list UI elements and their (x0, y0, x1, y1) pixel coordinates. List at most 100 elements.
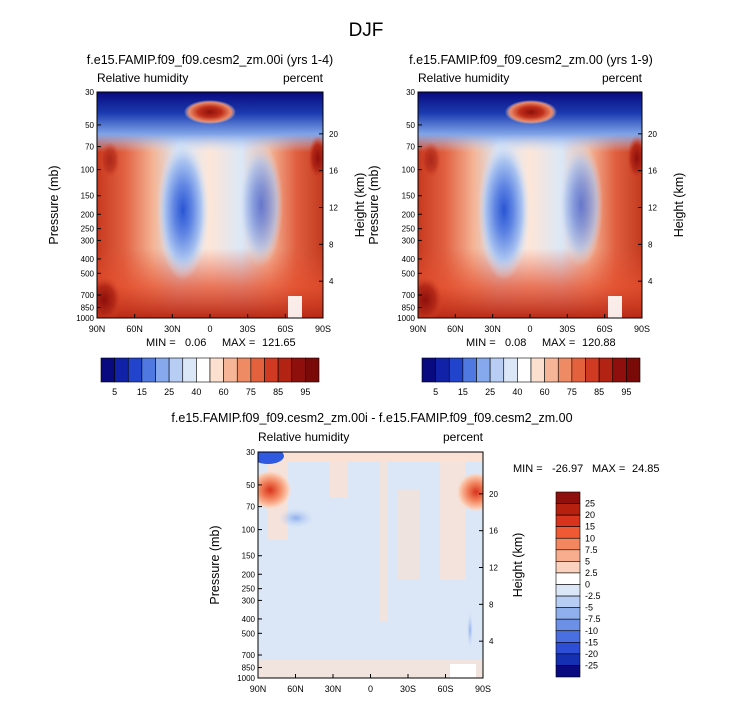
colorbar-box (555, 642, 581, 655)
colorbar-box (612, 357, 627, 383)
y-tick-label: 1000 (76, 314, 94, 323)
y-tick-label: 500 (402, 269, 416, 278)
panel-2-units-label: percent (602, 71, 643, 85)
colorbar-box (555, 491, 581, 504)
panel-1-min-label: MIN = (146, 337, 176, 349)
x-tick-label: 90S (315, 324, 331, 334)
colorbar-label: -25 (585, 660, 598, 670)
colorbar-box (141, 357, 156, 383)
colorbar-box (209, 357, 224, 383)
colorbar-box (530, 357, 545, 383)
colorbar-box (555, 607, 581, 620)
y-tick-label: 50 (406, 121, 415, 130)
colorbar-label: 5 (112, 387, 117, 397)
y-tick-label: 700 (242, 651, 256, 660)
x-tick-label: 60N (287, 684, 304, 694)
y-tick-label: 200 (402, 210, 416, 219)
x-tick-label: 0 (527, 324, 532, 334)
colorbar-label: 25 (485, 387, 495, 397)
colorbar-box (462, 357, 477, 383)
panel-2-plot-area (418, 92, 642, 318)
panel-2-min-value: 0.08 (505, 337, 526, 349)
y-tick-label: 30 (246, 448, 255, 457)
panel-2-axes: 90N 60N 30N 0 30S 60S 90S 30 50 70 100 150 200 250 300… (397, 88, 657, 334)
colorbar-label: 85 (273, 387, 283, 397)
colorbar-label: 95 (300, 387, 310, 397)
colorbar-box (168, 357, 184, 383)
panel-1-left-label: Relative humidity (97, 71, 188, 85)
panel-1-max-value: 121.65 (262, 337, 296, 349)
colorbar-box (264, 357, 279, 383)
x-tick-label: 90S (634, 324, 650, 334)
colorbar-label: 75 (567, 387, 577, 397)
colorbar-box (555, 653, 581, 666)
y-tick-label: 300 (81, 236, 95, 245)
x-tick-label: 30N (164, 324, 181, 334)
colorbar-label: 5 (433, 387, 438, 397)
y-tick-label: 70 (85, 143, 94, 152)
panel-3-y2-axis-label: Height (km) (511, 533, 525, 598)
colorbar-box (196, 357, 211, 383)
colorbar-box (626, 357, 641, 383)
x-tick-label: 60S (597, 324, 613, 334)
x-tick-label: 90N (410, 324, 427, 334)
colorbar-box (448, 357, 464, 383)
panel-1-axes: 90N 60N 30N 0 30S 60S 90S 30 50 70 100 150 200 250 300… (76, 88, 338, 334)
y2-tick-label: 16 (329, 167, 338, 176)
y-tick-label: 150 (402, 192, 416, 201)
colorbar-box (435, 357, 450, 383)
y-tick-label: 400 (402, 255, 416, 264)
y2-tick-label: 20 (329, 130, 338, 139)
colorbar-label: 25 (164, 387, 174, 397)
colorbar-box (555, 537, 581, 551)
panel-3-axes: 90N 60N 30N 0 30S 60S 90S 30 50 70 100 150 200 250 300… (237, 448, 498, 694)
panel-3-left-label: Relative humidity (258, 430, 349, 444)
x-tick-label: 60S (277, 324, 293, 334)
colorbar-label: 85 (594, 387, 604, 397)
y-tick-label: 100 (402, 166, 416, 175)
y-tick-label: 150 (81, 192, 95, 201)
panel-3-min-label: MIN = (513, 463, 543, 475)
colorbar-box (236, 357, 252, 383)
y2-tick-label: 16 (489, 527, 498, 536)
x-tick-label: 60S (437, 684, 453, 694)
x-tick-label: 30N (484, 324, 501, 334)
colorbar-label: 10 (585, 533, 595, 543)
y-tick-label: 30 (85, 88, 94, 97)
panel-1-max-label: MAX = (222, 337, 255, 349)
x-tick-label: 30S (559, 324, 575, 334)
panel-1-min-value: 0.06 (185, 337, 206, 349)
colorbar-box (305, 357, 320, 383)
x-tick-label: 60N (126, 324, 143, 334)
y-tick-label: 200 (81, 210, 95, 219)
colorbar-box (555, 526, 581, 539)
y-tick-label: 500 (81, 269, 95, 278)
colorbar-box (155, 357, 170, 383)
y-tick-label: 50 (85, 121, 94, 130)
colorbar-label: -10 (585, 626, 598, 636)
colorbar-box (555, 630, 581, 643)
panel-1-colorbar: 5 15 25 40 60 75 85 95 (100, 357, 320, 397)
y-tick-label: 250 (402, 225, 416, 234)
figure-title: DJF (349, 20, 384, 41)
panel-1-title: f.e15.FAMIP.f09_f09.cesm2_zm.00i (yrs 1-… (87, 53, 333, 67)
panel-2-y2-axis-label: Height (km) (672, 173, 686, 238)
colorbar-label: 7.5 (585, 545, 598, 555)
y-tick-label: 1000 (237, 674, 255, 683)
y-tick-label: 300 (402, 236, 416, 245)
y-tick-label: 100 (242, 526, 256, 535)
colorbar-label: 40 (512, 387, 522, 397)
panel-3-units-label: percent (443, 430, 484, 444)
panel-2-stats: MIN = 0.08 MAX = 120.88 (466, 337, 616, 349)
y2-tick-label: 20 (489, 490, 498, 499)
y2-tick-label: 4 (489, 637, 494, 646)
panel-3: f.e15.FAMIP.f09_f09.cesm2_zm.00i - f.e15… (171, 411, 659, 694)
colorbar-label: -15 (585, 637, 598, 647)
x-tick-label: 30S (240, 324, 256, 334)
y-tick-label: 850 (242, 664, 256, 673)
y-tick-label: 400 (81, 255, 95, 264)
colorbar-box (598, 357, 614, 383)
panel-1-y-axis-label: Pressure (mb) (47, 165, 61, 244)
